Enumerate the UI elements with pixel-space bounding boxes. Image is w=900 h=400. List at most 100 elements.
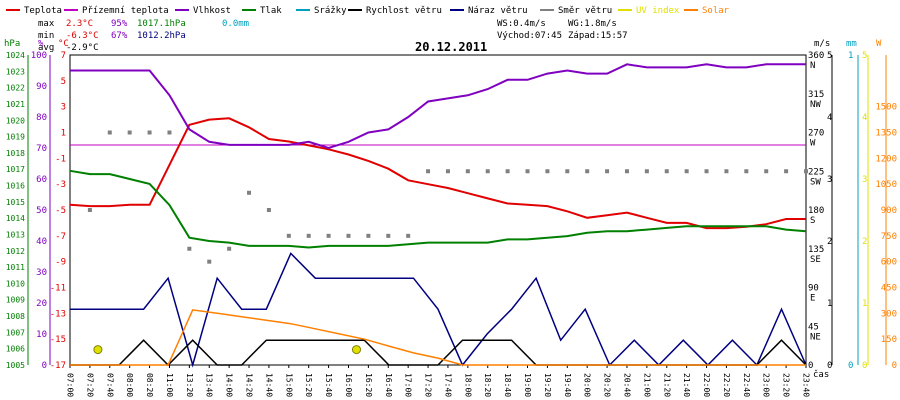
x-tick-label: 07:40 [105,373,114,397]
x-tick-label: 13:40 [205,373,214,397]
x-tick-label: 19:20 [543,373,552,397]
wind-dir-point [764,169,769,174]
chart-title: 20.12.2011 [415,40,487,54]
unit-mm: mm [846,39,857,49]
press-tick: 1015 [6,198,25,207]
uv-tick: 1 [862,299,867,309]
hum-tick: 100 [31,51,47,61]
x-tick-label: 17:00 [404,373,413,397]
solar-tick: 1500 [875,103,897,113]
temp-tick: -9 [55,258,66,268]
unit-w: W [876,39,882,49]
stats-sunset: Západ:15:57 [568,31,628,41]
stats-max-temp: 2.3°C [66,19,93,29]
hum-tick: 90 [36,82,47,92]
x-tick-label: 21:40 [682,373,691,397]
x-tick-label: 21:20 [662,373,671,397]
temp-tick: 5 [61,77,66,87]
press-tick: 1021 [6,100,25,109]
uv-tick: 5 [862,51,867,61]
x-tick-label: 23:40 [802,373,811,397]
dir-label: W [810,139,816,149]
wind-dir-point [664,169,669,174]
x-tick-label: 18:00 [463,373,472,397]
x-tick-label: 14:00 [225,373,234,397]
unit-degc: °C [58,39,69,49]
stats-min-temp: -6.3°C [66,31,99,41]
wind-dir-point [445,169,450,174]
temp-tick: 7 [61,51,66,61]
x-tick-label: 18:40 [503,373,512,397]
dir-tick: 180 [808,206,824,216]
legend-label: Rychlost větru [366,6,442,16]
wind-dir-point [684,169,689,174]
solar-tick: 150 [881,335,897,345]
x-tick-label: 20:00 [583,373,592,397]
press-tick: 1020 [6,116,25,125]
wind-dir-point [505,169,510,174]
wind-dir-point [87,208,92,212]
press-tick: 1012 [6,247,25,256]
uv-tick: 3 [862,175,867,185]
uv-marker [93,345,103,355]
wind-dir-point [366,233,371,238]
wind-dir-point [167,130,172,135]
dir-tick: 315 [808,90,824,100]
wind-dir-point [346,233,351,238]
temp-tick: -13 [50,309,66,319]
uv-tick: 2 [862,237,867,247]
temp-tick: -15 [50,335,66,345]
solar-tick: 0 [892,361,897,371]
temp-tick: -5 [55,206,66,216]
x-tick-label: 23:20 [782,373,791,397]
wind-dir-point [406,233,411,238]
chart-legend: Teplota Přízemní teplota Vlhkost Tlak Srážky… [6,6,730,16]
wind-dir-point [804,169,808,174]
wind-dir-point [485,169,490,174]
wind-tick: 0 [827,361,832,371]
wind-dir-point [744,169,749,174]
temp-tick: 3 [61,103,66,113]
legend-label: Směr větru [558,6,612,16]
temp-tick: -11 [50,284,66,294]
wind-dir-point [247,190,252,195]
solar-tick: 450 [881,284,897,294]
stats-max-label: max [38,19,55,29]
wind-tick: 3 [827,175,832,185]
unit-ms: m/s [814,39,830,49]
hum-tick: 80 [36,113,47,123]
series-tlak [69,169,807,249]
temp-tick: -7 [55,232,66,242]
legend-label: Náraz větru [468,6,528,16]
wind-dir-point [724,169,729,174]
legend-label: Tlak [260,6,282,16]
legend-label: Přízemní teplota [82,6,169,16]
wind-tick: 2 [827,237,832,247]
x-tick-label: 16:00 [344,373,353,397]
legend-label: Teplota [24,6,62,16]
wind-dir-point [426,169,431,174]
wind-dir-point [187,246,192,251]
x-tick-label: 19:40 [563,373,572,397]
wind-dir-point [207,259,212,264]
series-solar [70,309,806,366]
legend-label: Solar [702,6,730,16]
press-tick: 1022 [6,84,25,93]
x-tick-label: 20:40 [622,373,631,397]
legend-label: UV index [636,6,680,16]
x-tick-label: 14:20 [245,373,254,397]
x-tick-label: 21:00 [642,373,651,397]
press-tick: 1006 [6,345,25,354]
solar-tick: 900 [881,206,897,216]
press-tick: 1017 [6,165,25,174]
x-tick-label: 16:40 [384,373,393,397]
series-layer [69,63,808,368]
x-tick-label: 08:20 [145,373,154,397]
unit-hpa: hPa [4,39,20,49]
x-tick-label: 17:20 [424,373,433,397]
wind-tick: 1 [827,299,832,309]
dir-tick: 135 [808,245,824,255]
wind-dir-point [386,233,391,238]
rain-tick: 1 [848,51,853,61]
